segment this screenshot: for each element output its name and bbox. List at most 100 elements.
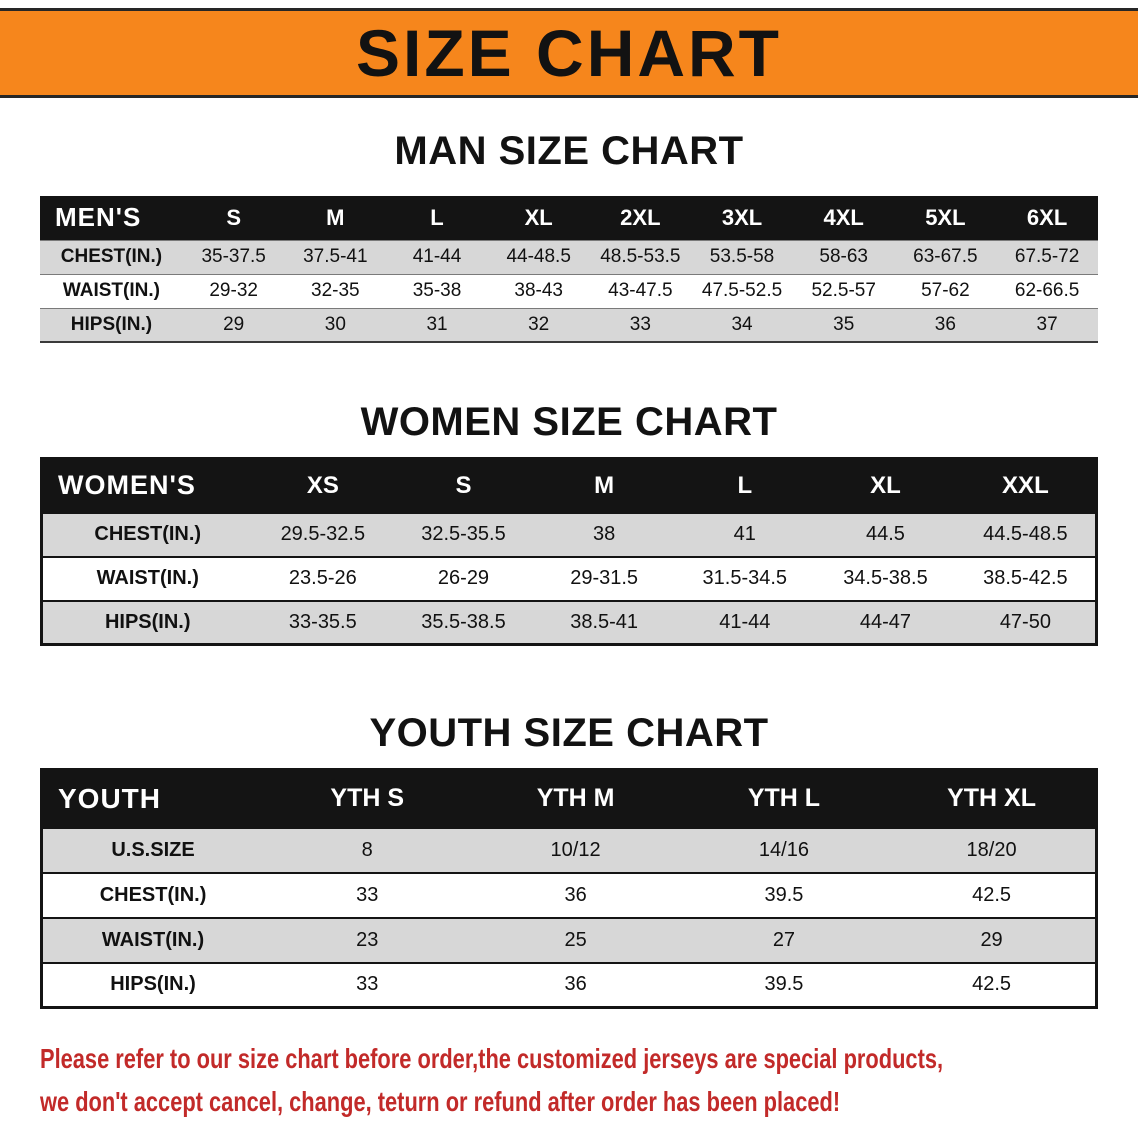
men-size-table: MEN'S S M L XL 2XL 3XL 4XL 5XL 6XL CHEST(IN.) 35-37… xyxy=(40,196,1098,343)
size-value: 34 xyxy=(731,313,753,335)
disclaimer-line-2: we don't accept cancel, change, teturn o… xyxy=(40,1086,841,1118)
size-column-header: YTH L xyxy=(679,769,889,828)
size-value: 41 xyxy=(733,523,756,545)
size-value: 37 xyxy=(1036,313,1058,335)
size-value: 34.5-38.5 xyxy=(843,567,928,589)
size-value: 43-47.5 xyxy=(608,280,673,301)
size-value: 32-35 xyxy=(311,280,360,301)
size-value: 36 xyxy=(934,313,956,335)
size-chart-sections: MAN SIZE CHART MEN'S S M L XL 2XL 3XL 4XL 5XL 6XL C… xyxy=(0,128,1138,1009)
size-value: 44.5 xyxy=(865,523,905,545)
size-value: 41-44 xyxy=(412,246,462,267)
table-row: HIPS(IN.) 33 36 39.5 42.5 xyxy=(41,962,1097,1008)
size-value: 38 xyxy=(593,523,616,545)
table-row: U.S.SIZE 8 10/12 14/16 18/20 xyxy=(41,827,1097,873)
table-row: WAIST(IN.) 23 25 27 29 xyxy=(41,917,1097,963)
row-label: WAIST(IN.) xyxy=(62,280,160,301)
size-column-header: 3XL xyxy=(691,196,793,240)
size-value: 35-38 xyxy=(412,280,462,301)
size-column-header: XL xyxy=(815,458,956,513)
youth-size-chart-heading: YOUTH SIZE CHART xyxy=(369,711,769,755)
size-value: 31.5-34.5 xyxy=(702,567,788,589)
disclaimer-line-1: Please refer to our size chart before or… xyxy=(40,1043,944,1074)
women-table-header-row: WOMEN'S XS S M L XL XXL xyxy=(41,458,1097,513)
men-table-header-row: MEN'S S M L XL 2XL 3XL 4XL 5XL 6XL xyxy=(40,196,1098,240)
men-table-title: MEN'S xyxy=(40,196,183,240)
size-value: 41-44 xyxy=(719,610,771,633)
size-value: 36 xyxy=(564,973,587,996)
size-value: 30 xyxy=(324,313,346,335)
size-column-header: 4XL xyxy=(792,196,895,240)
size-value: 33 xyxy=(356,973,379,996)
size-value: 32 xyxy=(528,313,550,335)
size-value: 35.5-38.5 xyxy=(421,610,506,633)
size-value: 33 xyxy=(356,883,379,906)
size-value: 42.5 xyxy=(972,973,1012,996)
size-value: 35 xyxy=(833,313,855,335)
table-row: WAIST(IN.) 29-32 32-35 35-38 38-43 43-47.5 47.… xyxy=(40,274,1098,308)
row-label: HIPS(IN.) xyxy=(110,973,196,996)
size-column-header: S xyxy=(393,458,534,513)
women-size-table: WOMEN'S XS S M L XL XXL CHEST(IN.) 29.5-32.5 32.5… xyxy=(40,457,1098,646)
size-value: 42.5 xyxy=(972,883,1012,906)
youth-size-table: YOUTH YTH S YTH M YTH L YTH XL U.S.SIZE 8 10/12… xyxy=(40,768,1098,1009)
page-title: SIZE CHART xyxy=(356,16,782,90)
size-value: 29 xyxy=(980,928,1003,951)
size-column-header: 2XL xyxy=(589,196,692,240)
size-value: 36 xyxy=(564,883,587,906)
size-value: 35-37.5 xyxy=(201,246,266,267)
size-column-header: XXL xyxy=(955,458,1097,513)
size-column-header: YTH M xyxy=(471,769,680,828)
size-value: 29.5-32.5 xyxy=(280,523,366,545)
table-row: WAIST(IN.) 23.5-26 26-29 29-31.5 31.5-34.5 34… xyxy=(41,556,1097,601)
size-value: 38.5-41 xyxy=(570,610,639,633)
row-label: WAIST(IN.) xyxy=(96,567,199,589)
youth-table-title: YOUTH xyxy=(41,769,264,828)
row-label: CHEST(IN.) xyxy=(60,246,163,267)
size-value: 33 xyxy=(629,313,651,335)
table-row: HIPS(IN.) 33-35.5 35.5-38.5 38.5-41 41-44 44-… xyxy=(41,600,1097,645)
size-value: 47.5-52.5 xyxy=(701,280,783,301)
size-value: 53.5-58 xyxy=(709,246,775,267)
size-column-header: 5XL xyxy=(894,196,997,240)
size-value: 26-29 xyxy=(437,567,490,589)
size-value: 37.5-41 xyxy=(303,246,368,267)
size-column-header: L xyxy=(674,458,816,513)
men-size-chart-heading: MAN SIZE CHART xyxy=(394,129,744,173)
size-value: 10/12 xyxy=(550,838,601,861)
size-value: 38-43 xyxy=(514,280,563,301)
size-value: 44.5-48.5 xyxy=(983,523,1068,545)
size-value: 18/20 xyxy=(966,838,1017,861)
row-label: WAIST(IN.) xyxy=(101,928,205,951)
women-table-title: WOMEN'S xyxy=(41,458,253,513)
table-row: CHEST(IN.) 29.5-32.5 32.5-35.5 38 41 44.5 44.5… xyxy=(41,512,1097,557)
size-value: 29-31.5 xyxy=(570,567,639,589)
size-column-header: M xyxy=(284,196,387,240)
size-value: 67.5-72 xyxy=(1014,246,1080,267)
size-value: 23 xyxy=(356,928,379,951)
size-value: 63-67.5 xyxy=(913,246,978,267)
size-value: 57-62 xyxy=(921,280,970,301)
size-value: 47-50 xyxy=(999,610,1051,633)
size-value: 14/16 xyxy=(758,838,809,861)
size-value: 48.5-53.5 xyxy=(600,246,681,267)
size-value: 32.5-35.5 xyxy=(421,523,506,545)
banner: SIZE CHART xyxy=(0,8,1138,98)
size-value: 44-48.5 xyxy=(506,246,571,267)
size-value: 27 xyxy=(772,928,796,951)
table-row: HIPS(IN.) 29 30 31 32 33 34 35 36 37 xyxy=(40,308,1098,342)
size-column-header: YTH XL xyxy=(888,769,1097,828)
size-value: 33-35.5 xyxy=(288,610,357,633)
size-value: 38.5-42.5 xyxy=(983,567,1068,589)
size-value: 52.5-57 xyxy=(811,280,876,301)
size-column-header: 6XL xyxy=(996,196,1098,240)
row-label: CHEST(IN.) xyxy=(94,523,202,545)
size-value: 39.5 xyxy=(764,883,804,906)
youth-table-header-row: YOUTH YTH S YTH M YTH L YTH XL xyxy=(41,769,1097,828)
size-value: 25 xyxy=(564,928,587,951)
disclaimer: Please refer to our size chart before or… xyxy=(40,1037,944,1124)
size-column-header: L xyxy=(386,196,488,240)
size-value: 58-63 xyxy=(819,246,868,267)
size-value: 29-32 xyxy=(209,280,258,301)
